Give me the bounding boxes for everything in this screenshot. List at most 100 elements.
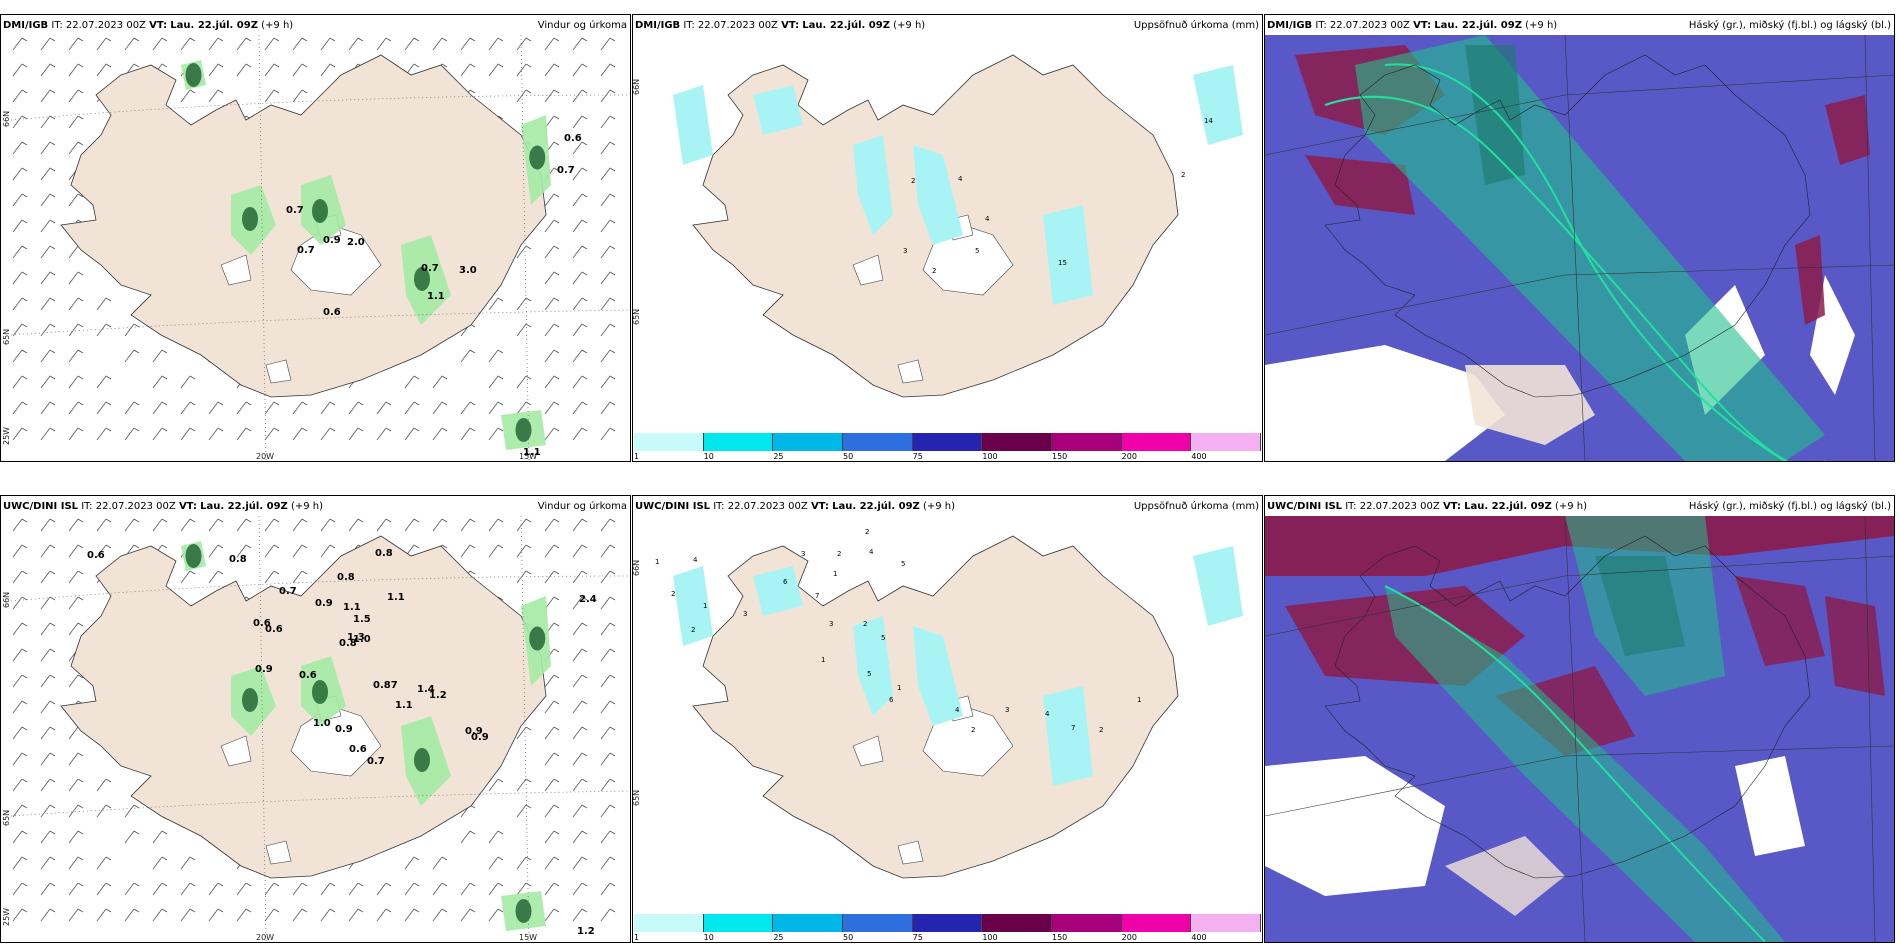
wind-barb-flag — [357, 37, 364, 42]
wind-barb — [68, 63, 79, 77]
wind-barb-flag — [189, 856, 196, 861]
wind-barb — [68, 37, 79, 51]
panel-cloud-uwc: UWC/DINI ISL IT: 22.07.2023 00Z VT: Lau.… — [1264, 495, 1895, 943]
wind-barb — [292, 882, 303, 896]
wind-barb — [96, 778, 107, 792]
precip-value-label: 1.0 — [353, 634, 371, 645]
precip-value-label: 0.8 — [229, 554, 247, 565]
wind-barb-flag — [189, 570, 196, 575]
colorbar-tick-label: 100 — [982, 452, 998, 461]
wind-barb — [12, 622, 23, 636]
wind-barb-flag — [581, 219, 588, 224]
wind-barb-flag — [525, 804, 532, 809]
wind-barb — [488, 297, 499, 311]
wind-barb — [12, 375, 23, 389]
wind-barb-flag — [553, 882, 560, 887]
accum-precip-patch — [753, 566, 803, 616]
wind-barb-flag — [161, 427, 168, 432]
wind-barb-flag — [497, 596, 504, 601]
wind-barb-flag — [49, 297, 56, 302]
wind-barb-flag — [105, 63, 112, 68]
precip-value-label: 0.7 — [557, 165, 575, 176]
wind-barb-flag — [21, 245, 28, 250]
wind-barb — [68, 856, 79, 870]
wind-barb-flag — [553, 271, 560, 276]
wind-barb-flag — [301, 427, 308, 432]
wind-barb-flag — [609, 141, 616, 146]
precip-value-label: 0.6 — [87, 550, 105, 561]
precip-value-label: 2 — [1181, 171, 1185, 179]
colorbar-tick-label: 25 — [773, 452, 784, 461]
wind-barb — [544, 778, 555, 792]
precip-value-label: 3.0 — [459, 265, 477, 276]
wind-barb-flag — [413, 544, 420, 549]
wind-barb-flag — [105, 804, 112, 809]
wind-barb — [516, 804, 527, 818]
wind-barb — [348, 882, 359, 896]
wind-barb — [12, 648, 23, 662]
wind-barb — [292, 544, 303, 558]
wind-barb-flag — [469, 401, 476, 406]
wind-barb-flag — [133, 37, 140, 42]
wind-barb-flag — [21, 219, 28, 224]
wind-barb-flag — [77, 856, 84, 861]
wind-barb — [208, 427, 219, 441]
wind-barb-flag — [609, 427, 616, 432]
wind-barb-flag — [581, 518, 588, 523]
wind-barb-flag — [525, 245, 532, 250]
wind-barb — [12, 297, 23, 311]
wind-barb-flag — [609, 297, 616, 302]
precip-value-label: 2 — [971, 726, 975, 734]
wind-barb — [12, 674, 23, 688]
wind-barb-flag — [413, 908, 420, 913]
wind-barb-flag — [413, 401, 420, 406]
wind-barb-flag — [609, 63, 616, 68]
wind-barb — [600, 349, 611, 363]
wind-barb — [572, 37, 583, 51]
wind-barb — [264, 63, 275, 77]
wind-barb — [68, 401, 79, 415]
lat-label-65n: 65N — [633, 790, 641, 806]
wind-barb — [600, 37, 611, 51]
wind-barb-flag — [77, 674, 84, 679]
wind-barb-flag — [525, 297, 532, 302]
colorbar-segment — [982, 914, 1053, 932]
wind-barb-flag — [49, 726, 56, 731]
wind-barb-flag — [497, 856, 504, 861]
colorbar-segment — [703, 914, 774, 932]
wind-barb — [292, 427, 303, 441]
wind-barb — [40, 700, 51, 714]
wind-barb — [208, 570, 219, 584]
precip-value-label: 3 — [829, 620, 833, 628]
wind-barb-flag — [77, 518, 84, 523]
wind-barb — [264, 89, 275, 103]
wind-barb — [320, 63, 331, 77]
wind-barb-flag — [609, 89, 616, 94]
wind-barb — [40, 271, 51, 285]
wind-barb — [572, 622, 583, 636]
wind-barb-flag — [441, 37, 448, 42]
wind-barb — [180, 856, 191, 870]
wind-barb — [572, 596, 583, 610]
wind-barb-flag — [49, 804, 56, 809]
wind-barb-flag — [609, 115, 616, 120]
wind-barb-flag — [49, 518, 56, 523]
precip-value-label: 4 — [869, 548, 874, 556]
precip-value-label: 2 — [911, 177, 915, 185]
wind-barb-flag — [273, 89, 280, 94]
precip-value-label: 0.9 — [335, 724, 353, 735]
wind-barb-flag — [329, 518, 336, 523]
wind-barb — [96, 297, 107, 311]
wind-barb — [572, 882, 583, 896]
wind-barb — [40, 63, 51, 77]
wind-barb-flag — [21, 882, 28, 887]
wind-barb — [208, 401, 219, 415]
colorbar-tick-label: 50 — [843, 933, 854, 942]
wind-barb — [572, 297, 583, 311]
wind-barb-flag — [21, 349, 28, 354]
cloud-cover-map — [1265, 35, 1894, 461]
wind-barb — [544, 89, 555, 103]
wind-barb-flag — [105, 375, 112, 380]
wind-barb-flag — [105, 882, 112, 887]
wind-barb — [572, 349, 583, 363]
